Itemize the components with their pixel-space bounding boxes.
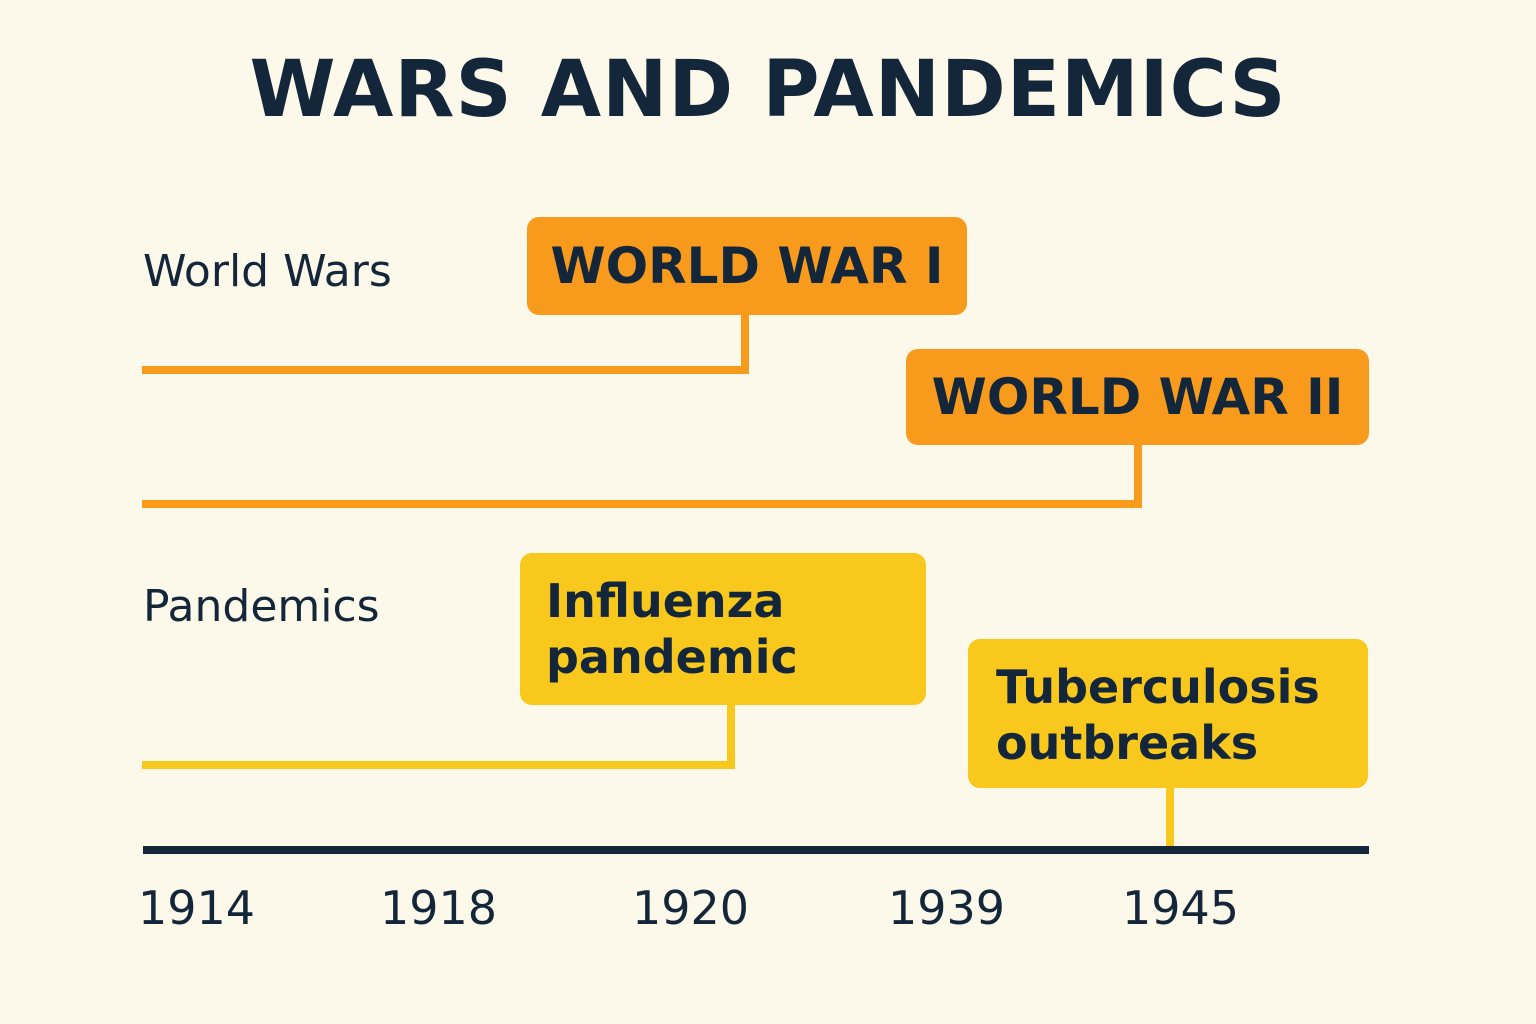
row-label-pandemics: Pandemics bbox=[143, 581, 380, 632]
event-influenza-label-line-2: pandemic bbox=[546, 630, 798, 684]
event-influenza-pandemic: Influenza pandemic bbox=[520, 553, 926, 705]
event-world-war-2: WORLD WAR II bbox=[906, 349, 1369, 445]
tick-label-1920: 1920 bbox=[632, 881, 750, 935]
connector-world-war-1-horizontal bbox=[142, 366, 749, 374]
event-tuberculosis-label-line-2: outbreaks bbox=[996, 716, 1259, 770]
event-world-war-1: WORLD WAR I bbox=[527, 217, 967, 315]
connector-world-war-2-horizontal bbox=[142, 500, 1142, 508]
tick-label-1914: 1914 bbox=[138, 881, 256, 935]
tick-label-1945: 1945 bbox=[1122, 881, 1240, 935]
event-world-war-2-label: WORLD WAR II bbox=[931, 368, 1344, 426]
connector-influenza-vertical bbox=[727, 705, 735, 769]
row-label-world-wars: World Wars bbox=[143, 246, 392, 297]
event-tuberculosis-outbreaks: Tuberculosis outbreaks bbox=[968, 639, 1368, 788]
event-influenza-label-line-1: Influenza bbox=[546, 574, 785, 628]
tick-label-1918: 1918 bbox=[380, 881, 498, 935]
event-tuberculosis-label-line-1: Tuberculosis bbox=[996, 660, 1320, 714]
event-world-war-1-label: WORLD WAR I bbox=[550, 237, 944, 295]
page-title: WARS AND PANDEMICS bbox=[249, 45, 1287, 135]
connector-world-war-2-vertical bbox=[1134, 445, 1142, 508]
connector-world-war-1-vertical bbox=[741, 315, 749, 374]
tick-label-1939: 1939 bbox=[888, 881, 1006, 935]
connector-influenza-horizontal bbox=[142, 761, 735, 769]
connector-tuberculosis-vertical bbox=[1166, 788, 1174, 848]
timeline-axis bbox=[143, 846, 1369, 854]
